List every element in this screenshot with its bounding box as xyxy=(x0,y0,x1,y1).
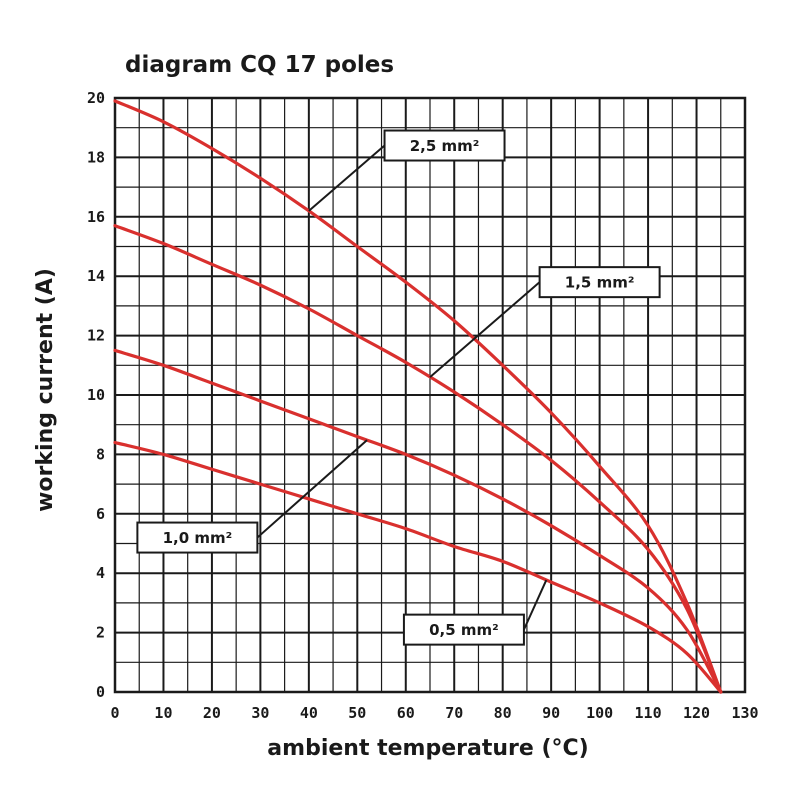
x-tick-label: 0 xyxy=(110,704,119,722)
x-tick-label: 60 xyxy=(397,704,415,722)
series-line-2 xyxy=(113,224,723,694)
x-tick-label: 120 xyxy=(683,704,710,722)
x-tick-label: 10 xyxy=(154,704,172,722)
grid xyxy=(113,96,747,694)
y-tick-label: 10 xyxy=(87,386,105,404)
y-tick-label: 8 xyxy=(96,445,105,463)
x-tick-label: 30 xyxy=(251,704,269,722)
y-tick-label: 6 xyxy=(96,505,105,523)
y-tick-label: 4 xyxy=(96,564,105,582)
y-tick-label: 20 xyxy=(87,89,105,107)
callout-box-2 xyxy=(538,266,661,299)
x-tick-label: 100 xyxy=(586,704,613,722)
callouts: 2,5 mm² 1,5 mm² 1,0 mm² 0,5 mm² xyxy=(136,129,661,646)
y-axis-label: working current (A) xyxy=(33,268,58,512)
callout-label-2: 1,5 mm² xyxy=(565,274,635,292)
y-tick-label: 0 xyxy=(96,683,105,701)
x-tick-label: 20 xyxy=(203,704,221,722)
x-tick-label: 80 xyxy=(494,704,512,722)
x-tick-label: 40 xyxy=(300,704,318,722)
tick-labels: 0 10 20 30 40 50 60 70 80 90 100 110 120 130 0 2 4 6 8 10 12… xyxy=(87,89,759,722)
callout-label-4: 0,5 mm² xyxy=(429,621,499,639)
x-tick-label: 90 xyxy=(542,704,560,722)
x-tick-label: 70 xyxy=(445,704,463,722)
x-axis-label: ambient temperature (°C) xyxy=(267,736,588,761)
callout-leader-3 xyxy=(256,439,368,539)
callout-leader-2 xyxy=(429,281,541,378)
callout-label-1: 2,5 mm² xyxy=(410,137,480,155)
y-tick-label: 14 xyxy=(87,267,105,285)
x-tick-label: 50 xyxy=(348,704,366,722)
x-tick-label: 130 xyxy=(731,704,758,722)
series-line-4 xyxy=(113,440,723,694)
data-lines xyxy=(113,99,723,694)
y-tick-label: 12 xyxy=(87,327,105,345)
plot-frame xyxy=(113,96,747,694)
callout-box-1 xyxy=(383,129,506,162)
y-tick-label: 2 xyxy=(96,624,105,642)
series-line-3 xyxy=(113,348,723,694)
chart-title: diagram CQ 17 poles xyxy=(125,52,394,78)
callout-box-3 xyxy=(136,521,259,554)
series-line-1 xyxy=(113,99,723,694)
y-tick-label: 16 xyxy=(87,208,105,226)
x-tick-label: 110 xyxy=(635,704,662,722)
callout-leader-4 xyxy=(523,579,548,631)
callout-leader-1 xyxy=(308,144,386,212)
callout-label-3: 1,0 mm² xyxy=(163,529,233,547)
y-tick-label: 18 xyxy=(87,148,105,166)
callout-box-4 xyxy=(402,613,525,646)
